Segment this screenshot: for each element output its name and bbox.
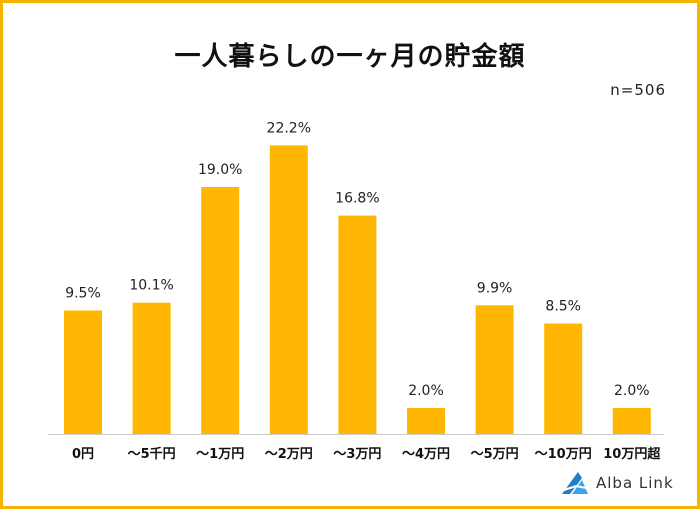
category-label: 〜5万円 — [471, 447, 519, 462]
data-label: 10.1% — [129, 278, 173, 294]
data-label: 2.0% — [614, 383, 650, 399]
data-label: 22.2% — [267, 120, 311, 136]
alba-link-logo-icon — [562, 472, 588, 494]
bar — [544, 323, 583, 434]
bar — [201, 187, 240, 434]
category-label: 0円 — [72, 447, 94, 462]
data-label: 19.0% — [198, 162, 242, 178]
bar — [64, 310, 102, 434]
bar — [132, 302, 171, 434]
category-label: 〜2万円 — [265, 447, 313, 462]
category-label: 10万円超 — [603, 446, 661, 462]
bar — [407, 408, 445, 434]
data-label: 16.8% — [335, 191, 379, 207]
chart-title: 一人暮らしの一ヶ月の貯金額 — [174, 42, 526, 72]
category-label: 〜10万円 — [535, 447, 592, 462]
alba-link-logo: Alba Link — [560, 470, 674, 496]
category-label: 〜3万円 — [333, 447, 381, 462]
logo-text: Alba Link — [596, 474, 674, 492]
sample-size: n=506 — [610, 81, 666, 99]
data-label: 2.0% — [408, 383, 444, 399]
category-label: 〜5千円 — [128, 446, 176, 462]
bar — [269, 145, 308, 434]
category-label: 〜1万円 — [196, 447, 244, 462]
data-label: 9.5% — [65, 286, 101, 302]
bar — [475, 305, 514, 434]
category-label: 〜4万円 — [402, 447, 450, 462]
data-label: 8.5% — [545, 299, 581, 315]
bar — [612, 408, 651, 434]
bar — [338, 215, 377, 434]
data-label: 9.9% — [477, 280, 513, 296]
